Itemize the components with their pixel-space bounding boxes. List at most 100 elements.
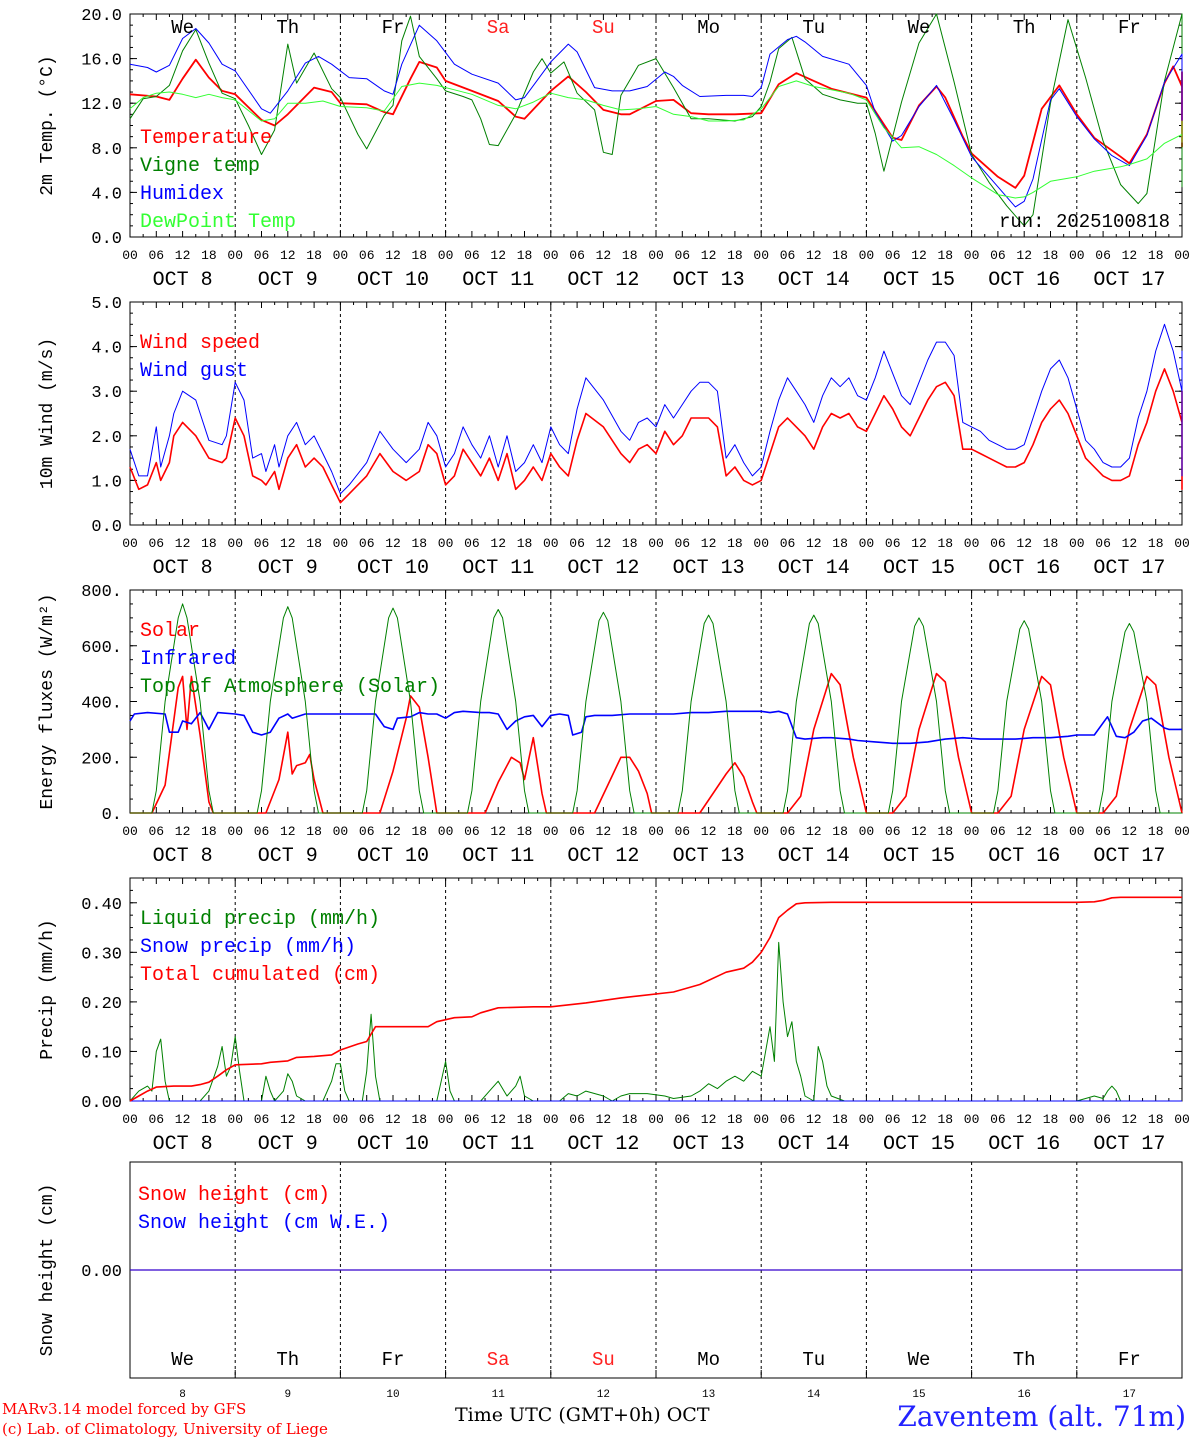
hour-label: 12 xyxy=(1122,248,1138,263)
y-tick-label: 8.0 xyxy=(91,141,122,160)
hour-label: 00 xyxy=(333,1112,349,1127)
hour-label: 18 xyxy=(1043,536,1059,551)
hour-label: 00 xyxy=(964,536,980,551)
date-label: OCT 13 xyxy=(673,1133,745,1156)
hour-label: 06 xyxy=(464,1112,480,1127)
weekday-label: Th xyxy=(1013,17,1036,39)
date-label: OCT 8 xyxy=(153,1133,213,1156)
hour-label: 18 xyxy=(1148,536,1164,551)
hour-label: 12 xyxy=(701,248,717,263)
hour-label: 00 xyxy=(122,1112,138,1127)
hour-label: 12 xyxy=(806,1112,822,1127)
y-tick-label: 3.0 xyxy=(91,384,122,403)
hour-label: 00 xyxy=(1069,824,1085,839)
legend-entry: Snow height (cm) xyxy=(138,1184,330,1207)
hour-label: 12 xyxy=(490,248,506,263)
weekday-label: Fr xyxy=(382,1349,405,1371)
date-label: OCT 11 xyxy=(462,845,534,868)
date-label: OCT 13 xyxy=(673,269,745,292)
hour-label: 12 xyxy=(385,1112,401,1127)
hour-label: 18 xyxy=(411,248,427,263)
hour-label: 12 xyxy=(175,1112,191,1127)
legend-entry: Infrared xyxy=(140,648,236,671)
hour-label: 06 xyxy=(464,824,480,839)
date-label: OCT 9 xyxy=(258,269,318,292)
series-line-top-of-atmosphere-solar- xyxy=(130,603,1182,814)
hour-label: 18 xyxy=(1043,248,1059,263)
hour-label: 00 xyxy=(648,1112,664,1127)
y-tick-label: 200. xyxy=(81,750,122,769)
legend-entry: Top of Atmosphere (Solar) xyxy=(140,676,440,699)
date-label: OCT 15 xyxy=(883,269,955,292)
weekday-label: Fr xyxy=(1118,1349,1141,1371)
hour-label: 12 xyxy=(385,824,401,839)
run-label: run: 2025100818 xyxy=(999,211,1170,233)
credit-line-2: (c) Lab. of Climatology, University of L… xyxy=(2,1420,328,1438)
date-label: OCT 17 xyxy=(1093,557,1165,580)
y-tick-label: 600. xyxy=(81,639,122,658)
legend-entry: Snow height (cm W.E.) xyxy=(138,1212,390,1235)
hour-label: 12 xyxy=(596,248,612,263)
hour-label: 12 xyxy=(911,824,927,839)
date-label: OCT 15 xyxy=(883,845,955,868)
hour-label: 12 xyxy=(1122,824,1138,839)
hour-label: 00 xyxy=(1069,536,1085,551)
hour-label: 00 xyxy=(964,248,980,263)
y-tick-label: 0.0 xyxy=(91,230,122,249)
date-label: OCT 14 xyxy=(778,557,850,580)
time-axis-title: Time UTC (GMT+0h) OCT xyxy=(455,1404,710,1426)
hour-label: 06 xyxy=(254,824,270,839)
weekday-label: Th xyxy=(276,17,299,39)
hour-label: 06 xyxy=(569,1112,585,1127)
hour-label: 06 xyxy=(464,536,480,551)
hour-label: 18 xyxy=(832,248,848,263)
date-label: OCT 15 xyxy=(883,1133,955,1156)
hour-label: 00 xyxy=(438,1112,454,1127)
hour-label: 18 xyxy=(411,536,427,551)
date-label: OCT 13 xyxy=(673,557,745,580)
hour-label: 12 xyxy=(1016,536,1032,551)
date-label: OCT 8 xyxy=(153,557,213,580)
hour-label: 18 xyxy=(517,1112,533,1127)
hour-label: 06 xyxy=(780,824,796,839)
date-label: OCT 16 xyxy=(988,269,1060,292)
hour-label: 06 xyxy=(885,248,901,263)
hour-label: 18 xyxy=(306,824,322,839)
hour-label: 00 xyxy=(122,248,138,263)
hour-label: 00 xyxy=(438,248,454,263)
hour-label: 00 xyxy=(122,824,138,839)
hour-label: 12 xyxy=(490,536,506,551)
hour-label: 12 xyxy=(490,1112,506,1127)
hour-label: 00 xyxy=(543,1112,559,1127)
station-name: Zaventem (alt. 71m) xyxy=(897,1400,1186,1433)
hour-label: 06 xyxy=(885,824,901,839)
legend-entry: Humidex xyxy=(140,183,224,206)
hour-label: 00 xyxy=(1069,248,1085,263)
hour-label: 18 xyxy=(411,1112,427,1127)
hour-label: 00 xyxy=(859,248,875,263)
hour-label: 00 xyxy=(543,248,559,263)
hour-label: 18 xyxy=(517,536,533,551)
hour-label: 00 xyxy=(122,536,138,551)
hour-label: 18 xyxy=(1148,248,1164,263)
hour-label: 12 xyxy=(1122,1112,1138,1127)
weekday-label: Mo xyxy=(697,1349,720,1371)
day-number-label: 13 xyxy=(702,1389,715,1401)
hour-label: 06 xyxy=(674,248,690,263)
hour-label: 06 xyxy=(359,248,375,263)
hour-label: 18 xyxy=(306,1112,322,1127)
hour-label: 00 xyxy=(227,824,243,839)
hour-label: 00 xyxy=(648,824,664,839)
weekday-label: Th xyxy=(1013,1349,1036,1371)
hour-label: 12 xyxy=(175,248,191,263)
y-tick-label: 12.0 xyxy=(81,96,122,115)
day-number-label: 17 xyxy=(1123,1389,1136,1401)
hour-label: 06 xyxy=(780,536,796,551)
hour-label: 06 xyxy=(780,1112,796,1127)
hour-label: 18 xyxy=(727,536,743,551)
hour-label: 12 xyxy=(1016,824,1032,839)
legend-entry: Vigne temp xyxy=(140,155,260,178)
date-label: OCT 10 xyxy=(357,1133,429,1156)
y-tick-label: 0.00 xyxy=(81,1094,122,1113)
hour-label: 00 xyxy=(333,536,349,551)
